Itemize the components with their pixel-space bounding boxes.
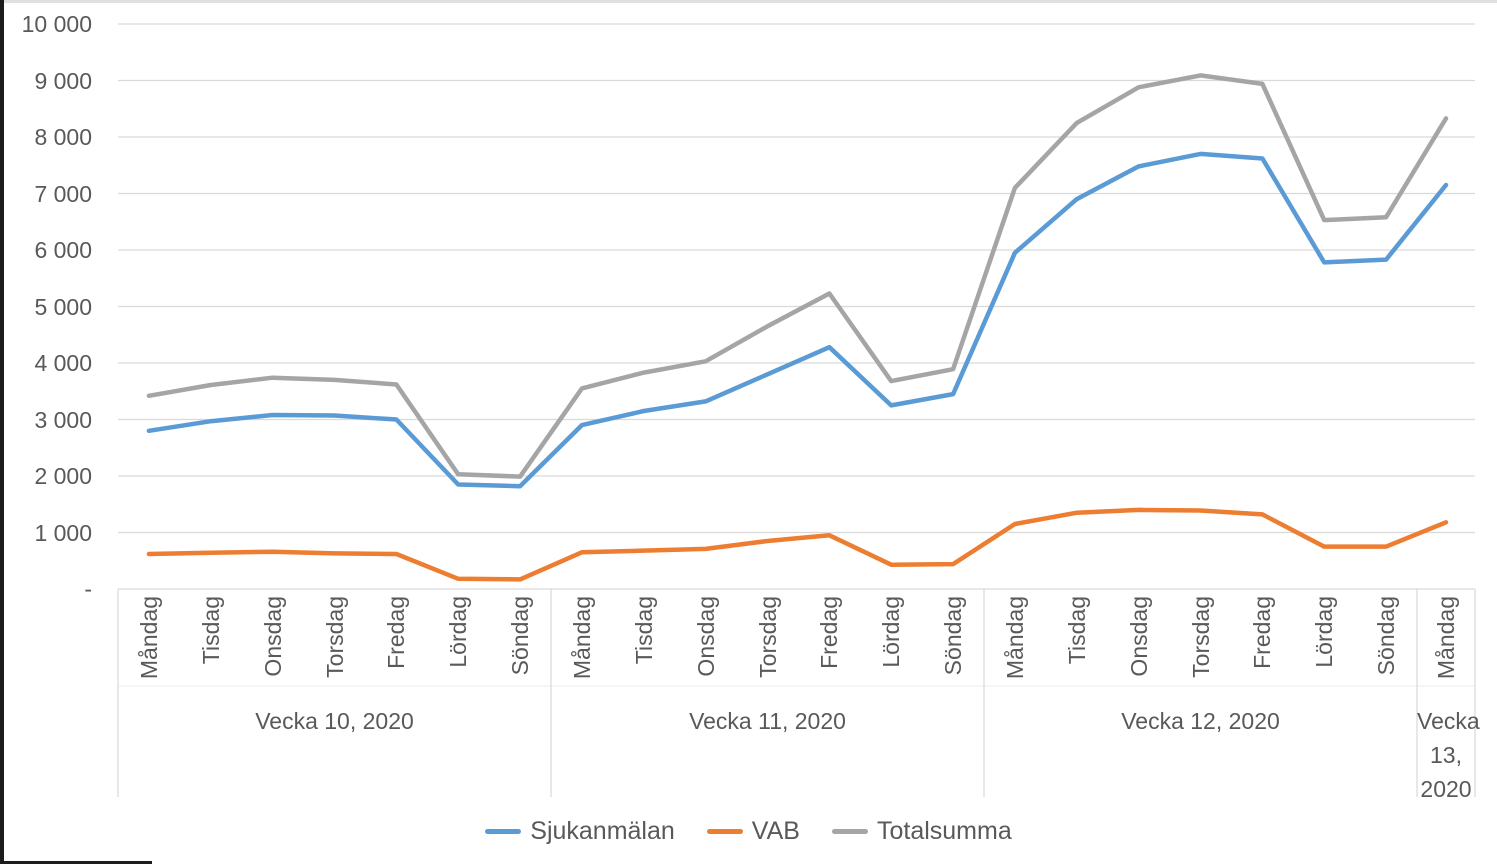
legend-line-swatch-vab: [706, 828, 743, 834]
y-axis-tick-label: 2 000: [34, 463, 92, 489]
y-axis-tick-label: 10 000: [21, 11, 92, 37]
y-axis-tick-label: -: [84, 576, 92, 602]
y-axis: 10 000 9 000 8 000 7 000 6 000 5 000 4 000 3 00…: [0, 0, 92, 620]
y-axis-tick-label: 9 000: [34, 67, 92, 94]
x-axis-day-label: Måndag: [1433, 596, 1459, 680]
x-axis-day-label: Torsdag: [754, 596, 781, 678]
legend-line-swatch-totalsumma: [831, 828, 868, 834]
x-axis-day-label: Söndag: [940, 596, 967, 676]
legend-item-totalsumma: Totalsumma: [831, 817, 1012, 845]
x-axis-day-label: Onsdag: [259, 596, 286, 677]
legend-line-swatch-sjukanmalan: [485, 828, 522, 834]
x-axis-day-label: Onsdag: [692, 596, 719, 677]
y-axis-tick-label: 5 000: [34, 293, 92, 320]
x-axis-week-label: Vecka 11, 2020: [689, 708, 846, 734]
legend-label-totalsumma: Totalsumma: [876, 817, 1012, 845]
x-axis-day-label: Fredag: [1249, 596, 1276, 669]
series-line-vab: [146, 507, 1449, 582]
x-axis-day-label: Måndag: [568, 596, 595, 680]
screenshot-bottom-edge: [0, 861, 152, 864]
y-axis-tick-label: 3 000: [34, 406, 92, 433]
y-axis-tick-label: 4 000: [34, 350, 92, 376]
legend-label-sjukanmalan: Sjukanmälan: [530, 817, 675, 845]
x-axis-day-label: Lördag: [445, 596, 472, 668]
x-axis-day-label: Söndag: [1373, 596, 1400, 676]
legend-item-vab: VAB: [706, 817, 800, 845]
screenshot-left-edge: [0, 0, 4, 864]
x-axis-week-label: Vecka 12, 2020: [1121, 708, 1280, 734]
x-axis-day-label: Söndag: [507, 596, 534, 676]
y-axis-tick-label: 8 000: [34, 124, 92, 150]
y-axis-tick-label: 1 000: [34, 519, 92, 546]
x-axis-day-label: Torsdag: [321, 596, 348, 678]
legend: Sjukanmälan VAB Totalsumma: [0, 817, 1497, 845]
x-axis-week-label: Vecka 13, 2020: [1417, 708, 1480, 802]
x-axis-day-label: Tisdag: [1063, 596, 1090, 665]
x-axis-day-label: Tisdag: [630, 596, 657, 665]
series-line-sjukanmälan: [146, 151, 1449, 489]
y-axis-tick-label: 7 000: [34, 180, 92, 207]
x-axis-day-label: Onsdag: [1125, 596, 1152, 677]
x-axis-day-label: Lördag: [878, 596, 905, 668]
x-axis-day-label: Tisdag: [197, 596, 224, 665]
screenshot-top-edge: [0, 0, 1497, 3]
series-line-totalsumma: [146, 73, 1449, 479]
x-axis-day-label: Torsdag: [1187, 596, 1214, 678]
x-axis-day-label: Fredag: [383, 596, 410, 669]
x-axis-day-label: Lördag: [1311, 596, 1338, 668]
x-axis-day-label: Fredag: [816, 596, 843, 669]
legend-item-sjukanmalan: Sjukanmälan: [485, 817, 675, 845]
x-axis-day-label: Måndag: [1001, 596, 1028, 680]
x-axis-day-label: Måndag: [135, 596, 162, 680]
legend-label-vab: VAB: [751, 817, 800, 845]
x-axis-week-label: Vecka 10, 2020: [255, 708, 414, 734]
y-axis-tick-label: 6 000: [34, 237, 92, 263]
